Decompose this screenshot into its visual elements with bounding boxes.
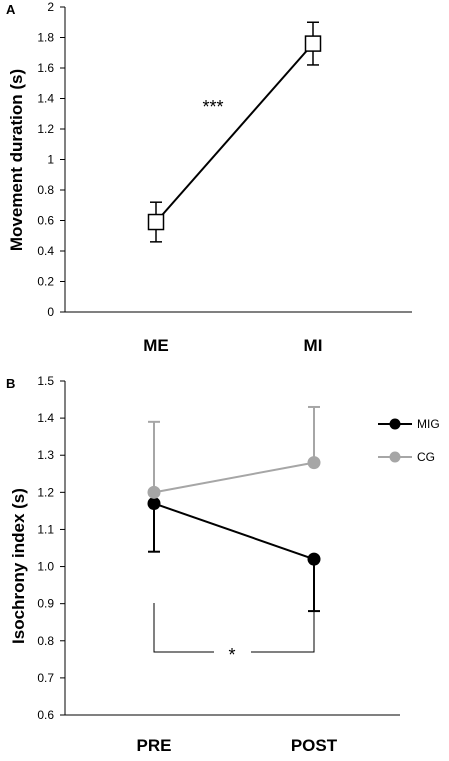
panel-b-series-line-cg bbox=[153, 461, 315, 494]
panel-a-data-point bbox=[147, 213, 165, 231]
panel-a-y-axis-label: Movement duration (s) bbox=[7, 69, 26, 251]
panel-a-y-tick-label: 0.6 bbox=[37, 214, 54, 228]
panel-b-y-tick-label: 0.8 bbox=[37, 634, 54, 648]
panel-a-series-line bbox=[155, 42, 314, 223]
panel-a-y-tick-label: 0.8 bbox=[37, 183, 54, 197]
panel-b-y-axis-label: Isochrony index (s) bbox=[9, 488, 28, 644]
panel-b-x-category-label: PRE bbox=[137, 736, 172, 755]
panel-b-legend: MIG CG bbox=[378, 417, 440, 464]
panel-b-y-tick-label: 1.2 bbox=[37, 485, 54, 499]
panel-b-y-tick-label: 1.5 bbox=[37, 374, 54, 388]
panel-b-y-tick-label: 0.7 bbox=[37, 671, 54, 685]
legend-swatch-marker bbox=[389, 451, 401, 463]
panel-b-y-tick-label: 1.0 bbox=[37, 560, 54, 574]
panel-a-y-tick-label: 0 bbox=[47, 305, 54, 319]
panel-a-y-tick-label: 0.4 bbox=[37, 244, 54, 258]
panel-b-series-line-mig bbox=[153, 502, 315, 561]
panel-a-significance-marker: *** bbox=[202, 97, 223, 117]
panel-a-x-category-label: ME bbox=[143, 336, 169, 355]
legend-label-mig: MIG bbox=[417, 417, 440, 431]
panel-b-chart: B Isochrony index (s) 0.6 0.7 0.8 0.9 1.0 1.1… bbox=[6, 374, 440, 755]
panel-a-y-tick-label: 1.6 bbox=[37, 61, 54, 75]
panel-a-y-tick-label: 1.4 bbox=[37, 92, 54, 106]
panel-b-significance-marker: * bbox=[228, 645, 235, 665]
panel-a-y-tick-label: 2 bbox=[47, 0, 54, 14]
panel-b-y-tick-label: 1.3 bbox=[37, 448, 54, 462]
panel-a-y-tick-label: 1 bbox=[47, 153, 54, 167]
panel-a-y-tick-label: 1.2 bbox=[37, 122, 54, 136]
legend-label-cg: CG bbox=[417, 450, 435, 464]
panel-b-significance-bracket bbox=[153, 603, 315, 653]
panel-b-x-category-label: POST bbox=[291, 736, 338, 755]
panel-b-y-tick-label: 0.6 bbox=[37, 708, 54, 722]
panel-b-data-point-mig bbox=[147, 496, 161, 510]
panel-a-y-tick-label: 0.2 bbox=[37, 275, 54, 289]
panel-b-y-tick-label: 1.1 bbox=[37, 522, 54, 536]
legend-swatch-marker bbox=[389, 418, 401, 430]
panel-a-label: A bbox=[6, 2, 16, 17]
panel-a-chart: A Movement duration (s) 0 0.2 0.4 0.6 0.8 1 1.… bbox=[6, 0, 412, 355]
panel-b-label: B bbox=[6, 376, 15, 391]
panel-b-y-tick-label: 0.9 bbox=[37, 597, 54, 611]
panel-a-y-tick-label: 1.8 bbox=[37, 31, 54, 45]
panel-a-data-point bbox=[304, 35, 322, 52]
panel-b-y-tick-label: 1.4 bbox=[37, 411, 54, 425]
panel-b-data-point-mig bbox=[307, 552, 321, 566]
panel-b-data-point-cg bbox=[147, 485, 161, 499]
panel-a-x-category-label: MI bbox=[304, 336, 323, 355]
panel-b-data-point-cg bbox=[307, 456, 321, 470]
